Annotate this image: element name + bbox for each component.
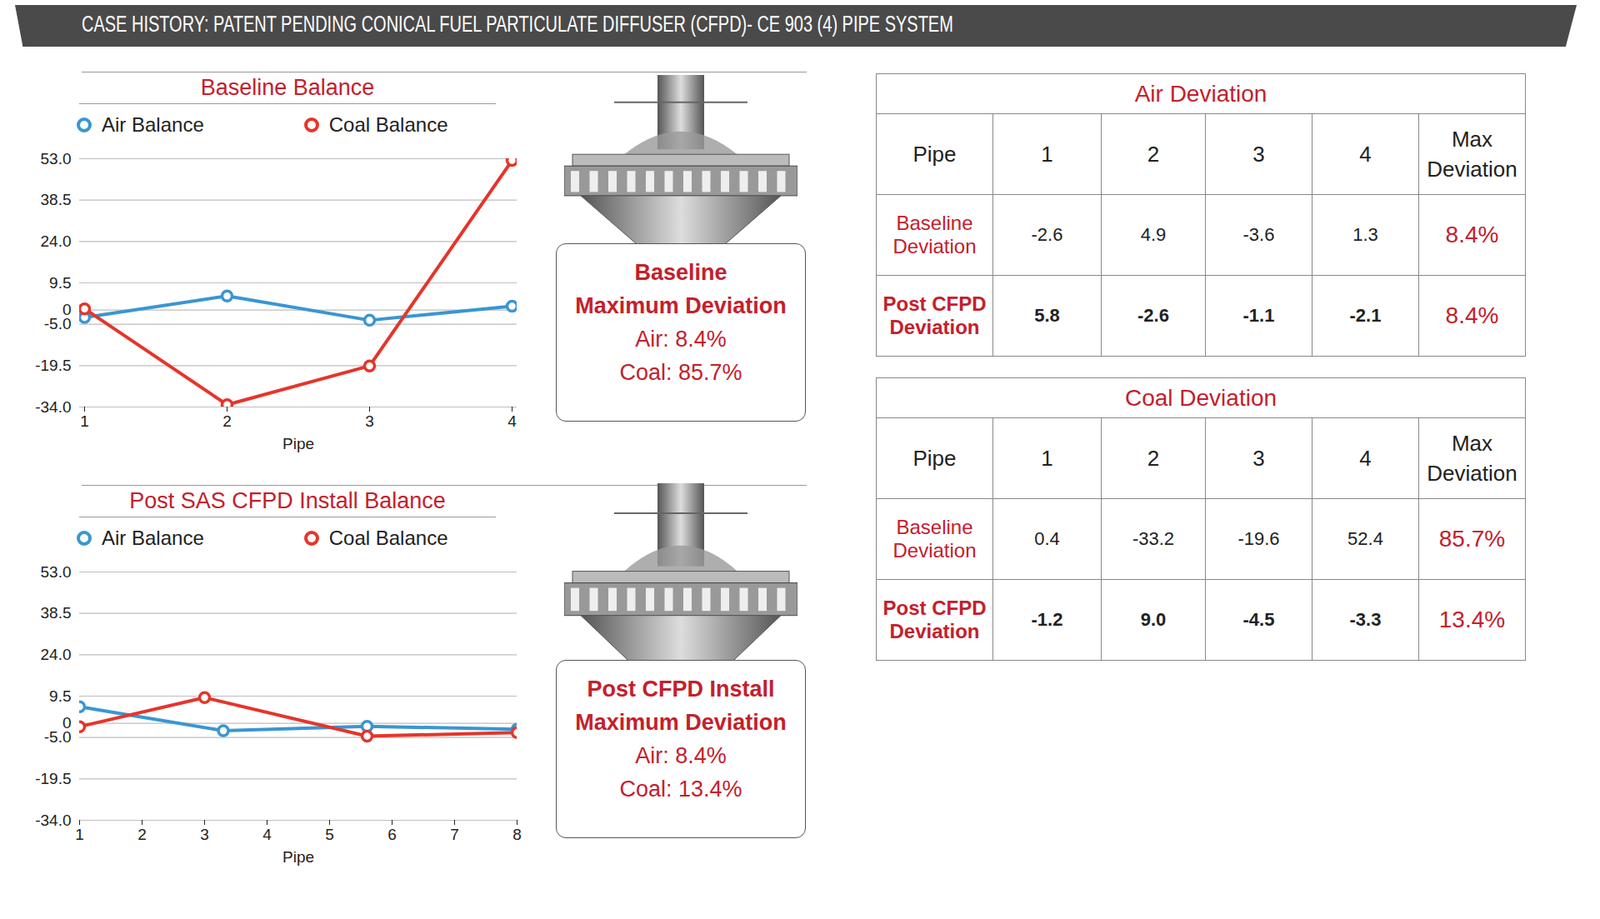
html-text:-4.5: -4.5 bbox=[1242, 609, 1275, 630]
html-text:-2.6: -2.6 bbox=[1031, 224, 1063, 245]
html-text:Air: 8.4%: Air: 8.4% bbox=[635, 743, 727, 769]
html-text:Maximum Deviation: Maximum Deviation bbox=[575, 710, 787, 735]
svg-text:-34.0: -34.0 bbox=[35, 811, 71, 830]
html-text:Air Balance: Air Balance bbox=[101, 526, 204, 550]
svg-text:6: 6 bbox=[387, 825, 397, 844]
html-text:Coal Balance: Coal Balance bbox=[328, 526, 448, 550]
html-text:5.8: 5.8 bbox=[1034, 305, 1060, 326]
svg-text:-5.0: -5.0 bbox=[44, 315, 72, 333]
svg-text:38.5: 38.5 bbox=[40, 604, 72, 622]
html-text:0.4: 0.4 bbox=[1034, 528, 1060, 550]
svg-text:9.5: 9.5 bbox=[49, 274, 71, 292]
html-text:Coal Deviation: Coal Deviation bbox=[1124, 384, 1277, 411]
html-text:Max Deviation: Max Deviation bbox=[1426, 126, 1518, 182]
html-text:-2.1: -2.1 bbox=[1349, 305, 1382, 326]
svg-text:0: 0 bbox=[62, 300, 72, 319]
svg-text:-34.0: -34.0 bbox=[35, 398, 71, 416]
svg-text:5: 5 bbox=[325, 825, 335, 844]
html-text:4.9: 4.9 bbox=[1140, 224, 1167, 245]
html-text:8.4%: 8.4% bbox=[1445, 302, 1499, 329]
html-text:Baseline: Baseline bbox=[634, 260, 728, 285]
svg-text:1: 1 bbox=[80, 412, 90, 430]
html-text:4: 4 bbox=[1359, 445, 1372, 471]
html-text:13.4%: 13.4% bbox=[1439, 606, 1506, 633]
svg-text:24.0: 24.0 bbox=[40, 232, 72, 250]
svg-text:0: 0 bbox=[62, 714, 72, 732]
svg-text:-19.5: -19.5 bbox=[35, 356, 71, 375]
svg-text:1: 1 bbox=[75, 825, 85, 844]
html-text:Post CFPD Deviation: Post CFPD Deviation bbox=[882, 596, 987, 643]
svg-text:-19.5: -19.5 bbox=[35, 770, 71, 788]
html-text:-33.2: -33.2 bbox=[1132, 528, 1175, 550]
html-text:2: 2 bbox=[1147, 445, 1160, 471]
html-text:52.4: 52.4 bbox=[1347, 528, 1384, 550]
html-text:Pipe: Pipe bbox=[912, 141, 957, 167]
svg-text:-5.0: -5.0 bbox=[44, 728, 72, 746]
html-text:Baseline Balance: Baseline Balance bbox=[200, 75, 375, 100]
html-text:Baseline Deviation: Baseline Deviation bbox=[892, 211, 977, 258]
svg-text:38.5: 38.5 bbox=[40, 190, 72, 209]
html-text:85.7%: 85.7% bbox=[1439, 525, 1506, 552]
svg-text:24.0: 24.0 bbox=[40, 645, 72, 664]
html-text:-2.6: -2.6 bbox=[1137, 305, 1170, 326]
html-text:Post SAS CFPD Install Balance: Post SAS CFPD Install Balance bbox=[129, 488, 446, 514]
html-text:-3.3: -3.3 bbox=[1349, 609, 1382, 630]
html-text:-3.6: -3.6 bbox=[1242, 224, 1275, 245]
svg-text:Pipe: Pipe bbox=[282, 848, 315, 866]
html-text:CASE HISTORY: PATENT PENDING C: CASE HISTORY: PATENT PENDING CONICAL FUE… bbox=[81, 11, 954, 37]
svg-text:Pipe: Pipe bbox=[282, 435, 315, 453]
html-text:Max Deviation: Max Deviation bbox=[1426, 430, 1518, 486]
html-text:1: 1 bbox=[1041, 445, 1054, 471]
svg-text:2: 2 bbox=[137, 825, 147, 844]
svg-text:4: 4 bbox=[507, 412, 517, 430]
html-text:Baseline Deviation: Baseline Deviation bbox=[892, 515, 977, 562]
svg-text:7: 7 bbox=[450, 825, 460, 844]
svg-text:53.0: 53.0 bbox=[40, 150, 72, 168]
html-text:Coal: 13.4%: Coal: 13.4% bbox=[619, 776, 743, 802]
svg-text:3: 3 bbox=[200, 825, 210, 844]
html-text:2: 2 bbox=[1147, 141, 1160, 167]
svg-text:3: 3 bbox=[365, 412, 375, 430]
html-text:Post CFPD Deviation: Post CFPD Deviation bbox=[882, 292, 987, 339]
svg-text:9.5: 9.5 bbox=[49, 687, 71, 705]
svg-text:4: 4 bbox=[262, 825, 272, 844]
svg-text:2: 2 bbox=[222, 412, 232, 430]
html-text:1.3: 1.3 bbox=[1352, 224, 1379, 245]
html-text:-19.6: -19.6 bbox=[1237, 528, 1280, 550]
html-text:Air Balance: Air Balance bbox=[101, 113, 204, 136]
html-text:Maximum Deviation: Maximum Deviation bbox=[575, 293, 787, 319]
html-text:3: 3 bbox=[1252, 141, 1265, 167]
html-text:-1.1: -1.1 bbox=[1242, 305, 1275, 326]
svg-text:53.0: 53.0 bbox=[40, 563, 72, 581]
html-text:Air Deviation: Air Deviation bbox=[1134, 80, 1267, 107]
html-text:Pipe: Pipe bbox=[912, 445, 957, 471]
html-text:9.0: 9.0 bbox=[1140, 609, 1167, 630]
html-text:3: 3 bbox=[1252, 445, 1265, 471]
html-text:1: 1 bbox=[1041, 141, 1054, 167]
html-text:Coal Balance: Coal Balance bbox=[328, 113, 448, 136]
html-text:8.4%: 8.4% bbox=[1445, 221, 1499, 248]
html-text:Post CFPD Install: Post CFPD Install bbox=[587, 676, 775, 702]
svg-text:8: 8 bbox=[512, 825, 522, 844]
html-text:4: 4 bbox=[1359, 141, 1372, 167]
html-text:-1.2: -1.2 bbox=[1031, 609, 1063, 630]
html-text:Coal: 85.7%: Coal: 85.7% bbox=[619, 360, 743, 385]
html-text:Air: 8.4%: Air: 8.4% bbox=[635, 326, 727, 352]
